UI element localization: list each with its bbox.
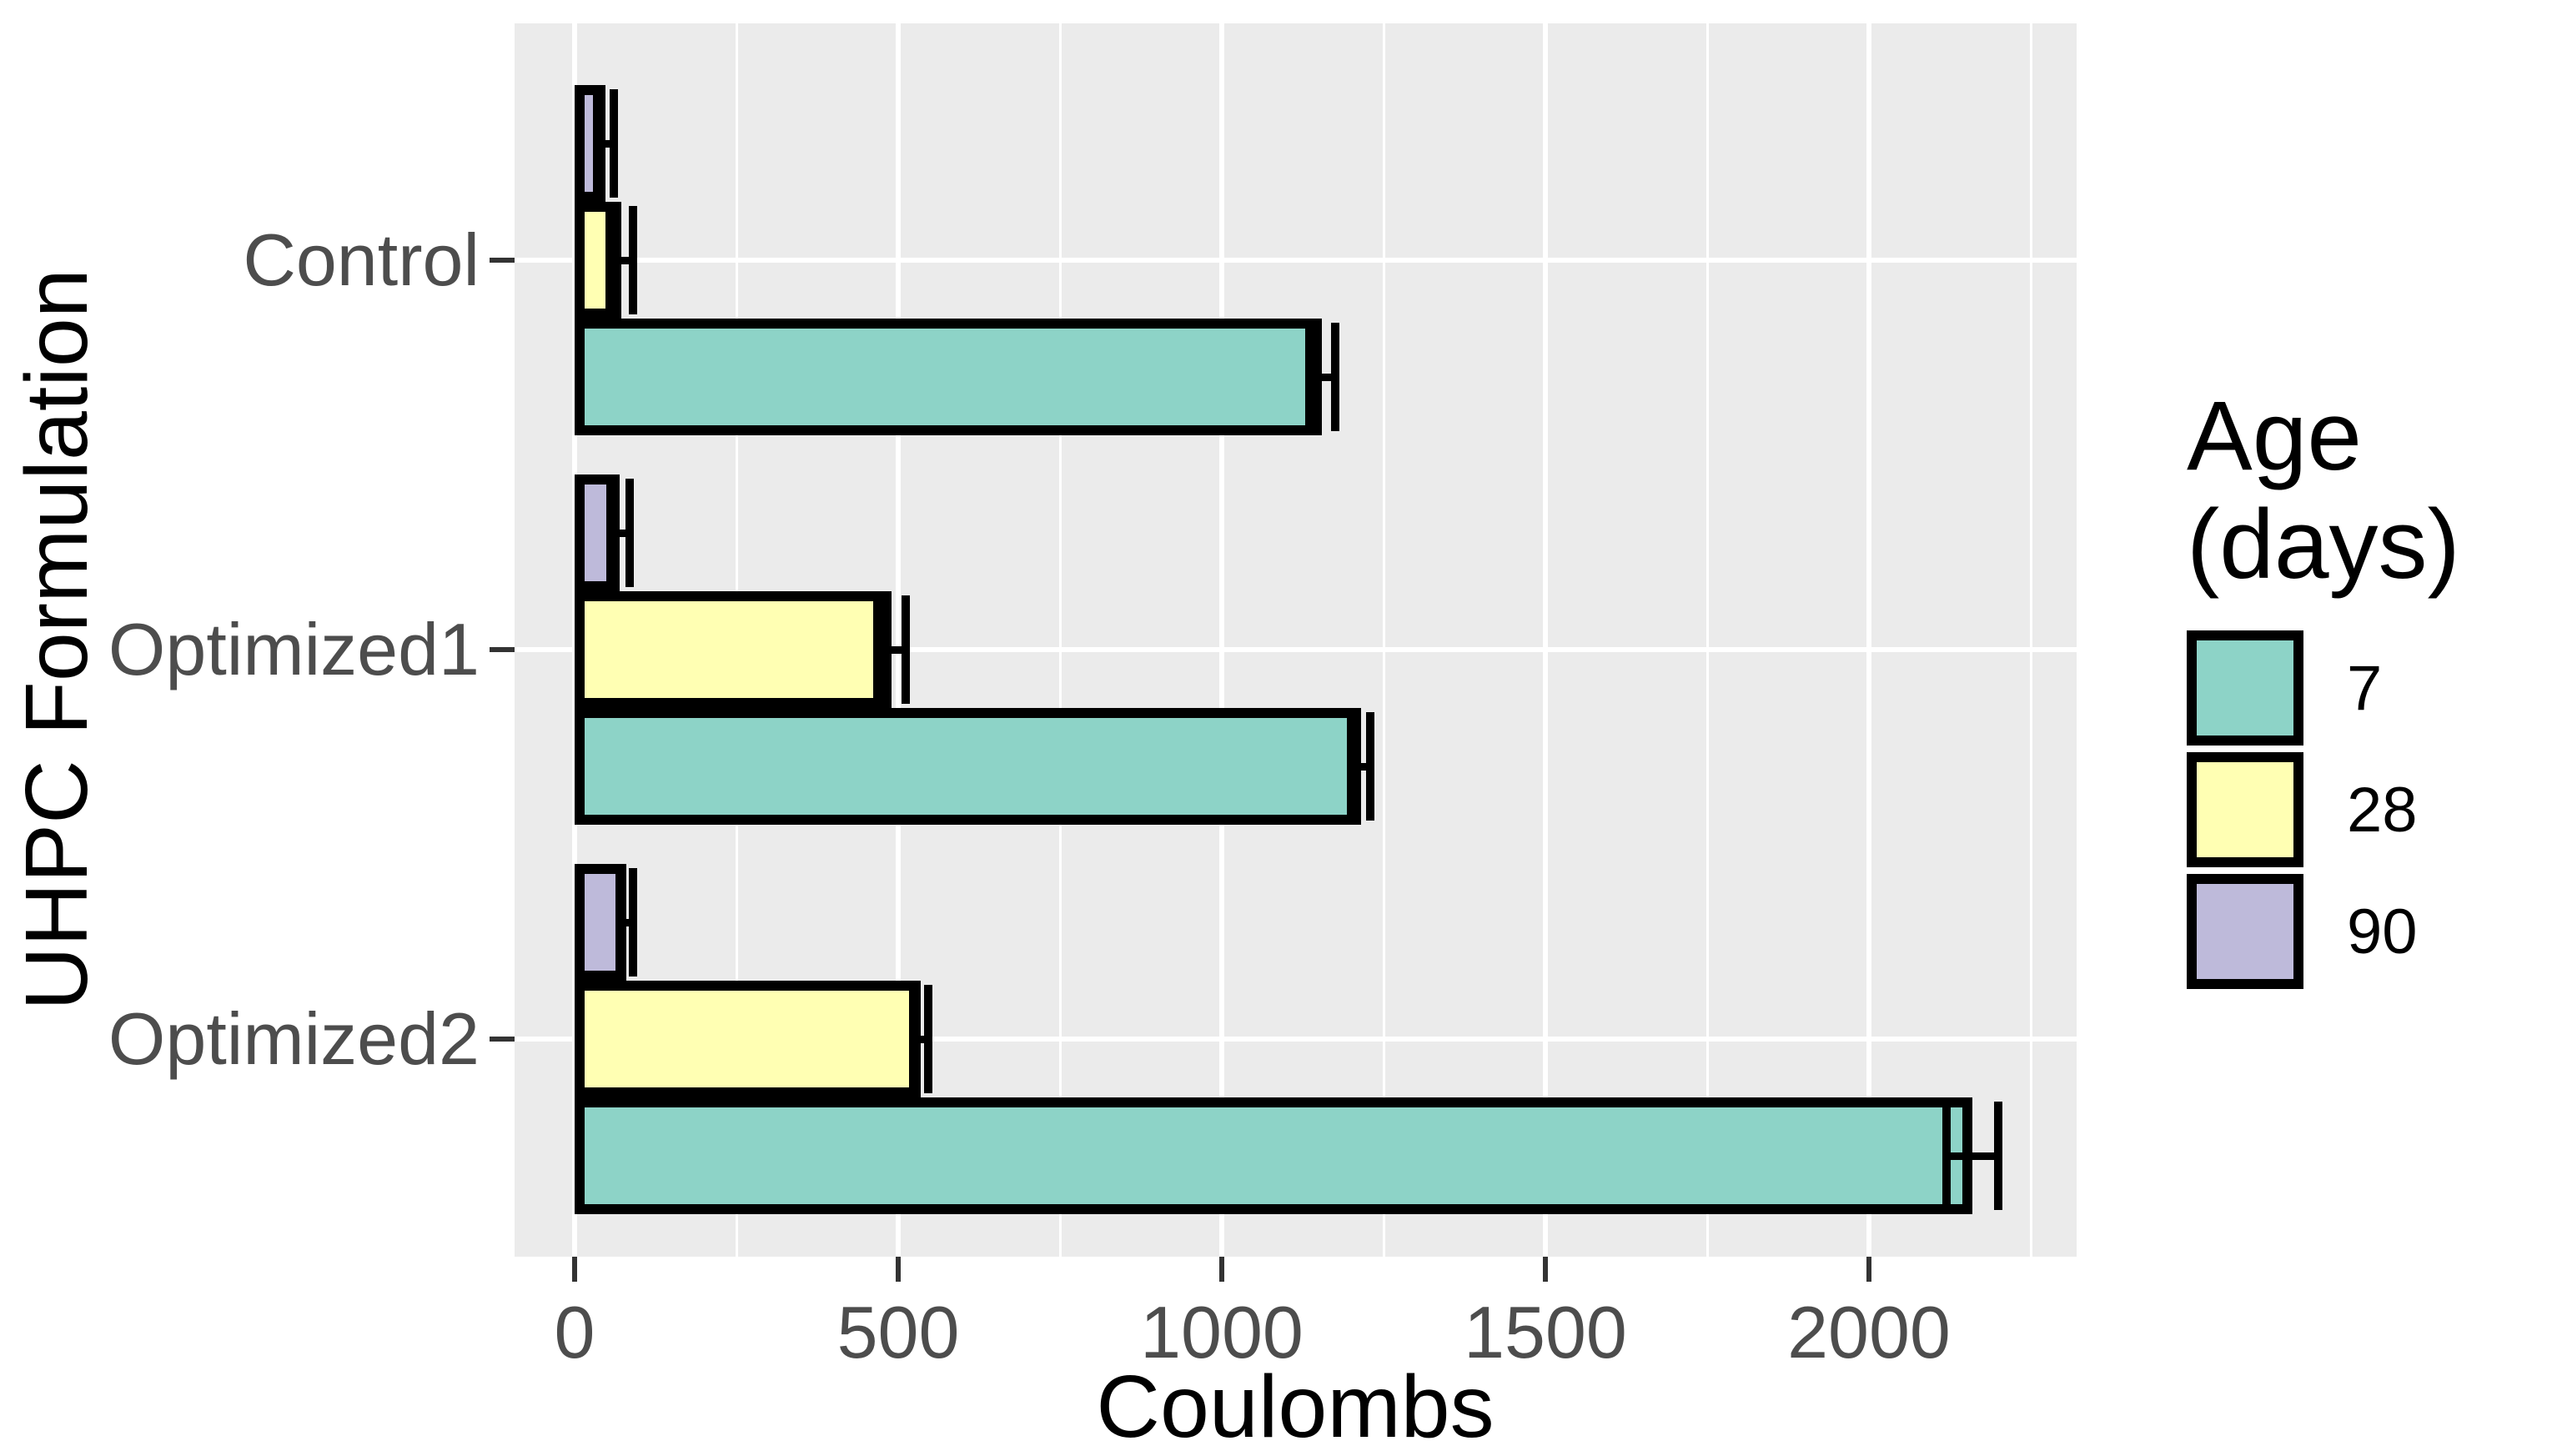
legend: Age (days) 7 28 90 [2187,382,2562,996]
error-bar-cap [1347,712,1356,821]
error-bar-line [620,918,633,926]
gridline-major [896,23,901,1257]
x-tick-label: 2000 [1787,1291,1951,1373]
error-bar-cap [1304,323,1314,431]
y-axis-tick [490,1037,515,1042]
legend-key-90d [2187,874,2303,989]
gridline-major [1866,23,1871,1257]
error-bar-cap [628,868,637,977]
gridline-minor [1705,23,1709,1257]
x-tick-label: 500 [836,1291,960,1373]
x-axis-title: Coulombs [1096,1358,1494,1456]
bar-optimized2-7d [575,1097,1973,1214]
bar-optimized1-7d [575,708,1361,825]
legend-rows: 7 28 90 [2187,630,2562,989]
x-tick-label: 1000 [1140,1291,1304,1373]
error-bar-line [1309,373,1335,381]
error-bar-cap [593,89,602,198]
error-bar-cap [908,985,917,1093]
legend-label: 28 [2347,774,2418,846]
legend-row: 7 [2187,630,2562,746]
legend-label: 7 [2347,652,2383,724]
gridline-minor [2029,23,2032,1257]
gridline-minor [1058,23,1062,1257]
x-axis-tick [1219,1257,1224,1282]
error-bar-cap [605,479,615,587]
x-tick-label: 1500 [1464,1291,1627,1373]
error-bar-line [609,256,633,264]
y-axis-title: UHPC Formulation [8,269,106,1011]
error-bar-line [877,645,907,654]
error-bar-cap [1942,1102,1952,1210]
legend-label: 90 [2347,896,2418,967]
x-axis-tick [1543,1257,1548,1282]
error-bar-cap [902,595,911,704]
bar-control-7d [575,319,1323,435]
error-bar-cap [605,206,614,314]
y-tick-label-optimized2: Optimized2 [108,997,480,1080]
bar-optimized1-28d [575,591,892,708]
gridline-major-y [515,258,2077,263]
error-bar-line [610,529,630,537]
error-bar-line [597,139,615,148]
error-bar-line [912,1035,929,1043]
legend-key-28d [2187,752,2303,867]
error-bar-cap [873,595,882,704]
gridline-major-y [515,1037,2077,1042]
y-tick-label-control: Control [243,218,480,301]
y-tick-label-optimized1: Optimized1 [108,608,480,690]
x-tick-label: 0 [554,1291,595,1373]
gridline-major [1219,23,1224,1257]
error-bar-cap [924,985,933,1093]
error-bar-cap [1330,323,1339,431]
error-bar-cap [1366,712,1375,821]
legend-title: Age (days) [2187,381,2460,600]
plot-panel [515,23,2077,1257]
bar-optimized2-28d [575,981,922,1097]
error-bar-line [1351,762,1371,771]
error-bar-cap [625,479,634,587]
x-axis-tick [572,1257,577,1282]
gridline-major [1543,23,1548,1257]
error-bar-cap [1994,1102,2003,1210]
legend-row: 28 [2187,752,2562,867]
y-axis-tick [490,258,515,263]
y-axis-tick [490,647,515,652]
error-bar-line [1947,1152,1999,1160]
legend-key-7d [2187,630,2303,746]
error-bar-cap [628,206,637,314]
x-axis-tick [896,1257,901,1282]
legend-row: 90 [2187,874,2562,989]
gridline-major-y [515,647,2077,652]
x-axis-tick [1866,1257,1871,1282]
error-bar-cap [610,89,619,198]
gridline-minor [1382,23,1385,1257]
error-bar-cap [615,868,625,977]
